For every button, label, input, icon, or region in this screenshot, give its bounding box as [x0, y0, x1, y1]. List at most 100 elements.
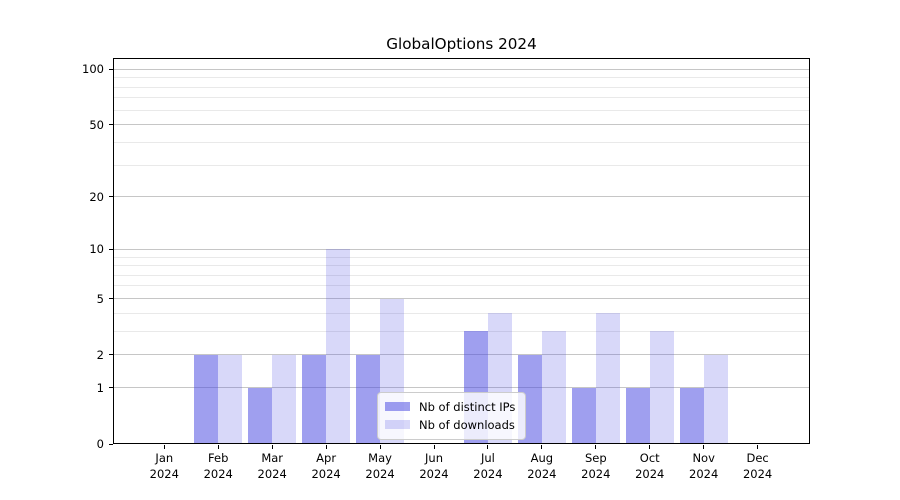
x-axis-tick-label: Dec 2024: [730, 451, 786, 482]
y-axis-tick: [109, 443, 113, 445]
gridline-minor: [113, 274, 810, 276]
bar-distinct-ips: [679, 387, 704, 444]
x-axis-year: 2024: [473, 466, 503, 481]
x-axis-tick-label: Feb 2024: [190, 451, 246, 482]
x-axis-tick: [757, 445, 759, 449]
x-axis-tick-label: Sep 2024: [568, 451, 624, 482]
x-axis-month: Sep: [584, 451, 607, 465]
x-axis-month: Feb: [208, 451, 229, 465]
bar-downloads: [541, 331, 566, 444]
chart-title: GlobalOptions 2024: [386, 35, 537, 53]
x-axis-month: Aug: [530, 451, 554, 465]
x-axis-tick: [217, 445, 219, 449]
x-axis-month: Nov: [692, 451, 715, 465]
bar-distinct-ips: [356, 354, 381, 444]
gridline-minor: [113, 164, 810, 166]
x-axis-year: 2024: [689, 466, 719, 481]
x-axis-year: 2024: [581, 466, 611, 481]
bar-downloads: [272, 354, 297, 444]
y-axis-tick-label: 100: [82, 62, 104, 77]
y-axis-tick-label: 5: [96, 291, 104, 306]
y-axis-tick: [109, 387, 113, 389]
x-axis-tick: [595, 445, 597, 449]
x-axis-month: Oct: [639, 451, 660, 465]
y-axis-tick: [109, 124, 113, 126]
y-axis-tick-label: 2: [96, 347, 104, 362]
x-axis-year: 2024: [742, 466, 773, 481]
legend-swatch-distinct-ips-icon: [385, 401, 410, 412]
gridline-minor: [113, 141, 810, 143]
x-axis-month: May: [368, 451, 392, 465]
gridline-major: [113, 298, 810, 299]
y-axis-tick-label: 10: [89, 242, 104, 257]
x-axis-tick: [487, 445, 489, 449]
y-axis-tick: [109, 354, 113, 356]
x-axis-year: 2024: [635, 466, 665, 481]
gridline-minor: [113, 330, 810, 332]
x-axis-month: Apr: [316, 451, 337, 465]
bar-distinct-ips: [302, 354, 327, 444]
x-axis-tick-label: Aug 2024: [514, 451, 570, 482]
legend: Nb of distinct IPs Nb of downloads: [377, 392, 527, 440]
gridline-minor: [113, 109, 810, 111]
x-axis-month: Jan: [155, 451, 174, 465]
x-axis-year: 2024: [203, 466, 233, 481]
bar-downloads: [649, 331, 674, 444]
x-axis-tick: [433, 445, 435, 449]
y-axis-tick: [109, 68, 113, 70]
legend-swatch-downloads-icon: [385, 419, 410, 430]
x-axis-month: Mar: [261, 451, 284, 465]
x-axis-tick-label: Mar 2024: [244, 451, 300, 482]
gridline-minor: [113, 97, 810, 99]
y-axis-tick: [109, 196, 113, 198]
x-axis-tick-label: May 2024: [352, 451, 408, 482]
x-axis-month: Jun: [425, 451, 443, 465]
gridline-major: [113, 124, 810, 126]
y-axis-tick-label: 0: [96, 437, 104, 451]
x-axis-tick: [541, 445, 543, 449]
gridline-major: [113, 68, 810, 70]
gridline-minor: [113, 86, 810, 88]
bar-downloads: [595, 313, 620, 444]
legend-item-distinct-ips: Nb of distinct IPs: [385, 398, 515, 415]
x-axis-tick-label: Apr 2024: [298, 451, 354, 482]
gridline-major: [113, 248, 810, 250]
bar-distinct-ips: [194, 354, 219, 444]
legend-item-downloads: Nb of downloads: [385, 416, 515, 433]
x-axis-year: 2024: [311, 466, 341, 481]
x-axis-year: 2024: [527, 466, 557, 481]
bar-downloads: [326, 249, 351, 444]
x-axis-tick-label: Nov 2024: [676, 451, 732, 482]
gridline-major: [113, 196, 810, 198]
x-axis-year: 2024: [419, 466, 449, 481]
x-axis-tick: [325, 445, 327, 449]
gridline-minor: [113, 265, 810, 267]
x-axis-year: 2024: [149, 466, 179, 481]
x-axis-tick-label: Oct 2024: [622, 451, 678, 482]
bar-distinct-ips: [571, 387, 596, 444]
x-axis-tick: [379, 445, 381, 449]
x-axis-tick-label: Jun 2024: [406, 451, 462, 482]
y-axis-tick: [109, 298, 113, 299]
gridline-minor: [113, 256, 810, 258]
gridline-minor: [113, 312, 810, 314]
gridline-major: [113, 354, 810, 356]
gridline-minor: [113, 77, 810, 79]
y-axis-tick-label: 50: [89, 117, 104, 132]
x-axis-month: Dec: [746, 451, 769, 465]
legend-label-downloads: Nb of downloads: [419, 417, 515, 432]
x-axis-tick: [271, 445, 273, 449]
x-axis-tick: [703, 445, 705, 449]
gridline-major: [113, 387, 810, 389]
bar-downloads: [218, 354, 243, 444]
y-axis-tick-label: 1: [96, 380, 104, 395]
bar-distinct-ips: [248, 387, 273, 444]
x-axis-year: 2024: [257, 466, 287, 481]
bar-downloads: [703, 354, 728, 444]
y-axis-tick: [109, 248, 113, 250]
x-axis-tick-label: Jul 2024: [460, 451, 516, 482]
x-axis-year: 2024: [365, 466, 395, 481]
x-axis-month: Jul: [480, 451, 495, 465]
gridline-minor: [113, 285, 810, 287]
